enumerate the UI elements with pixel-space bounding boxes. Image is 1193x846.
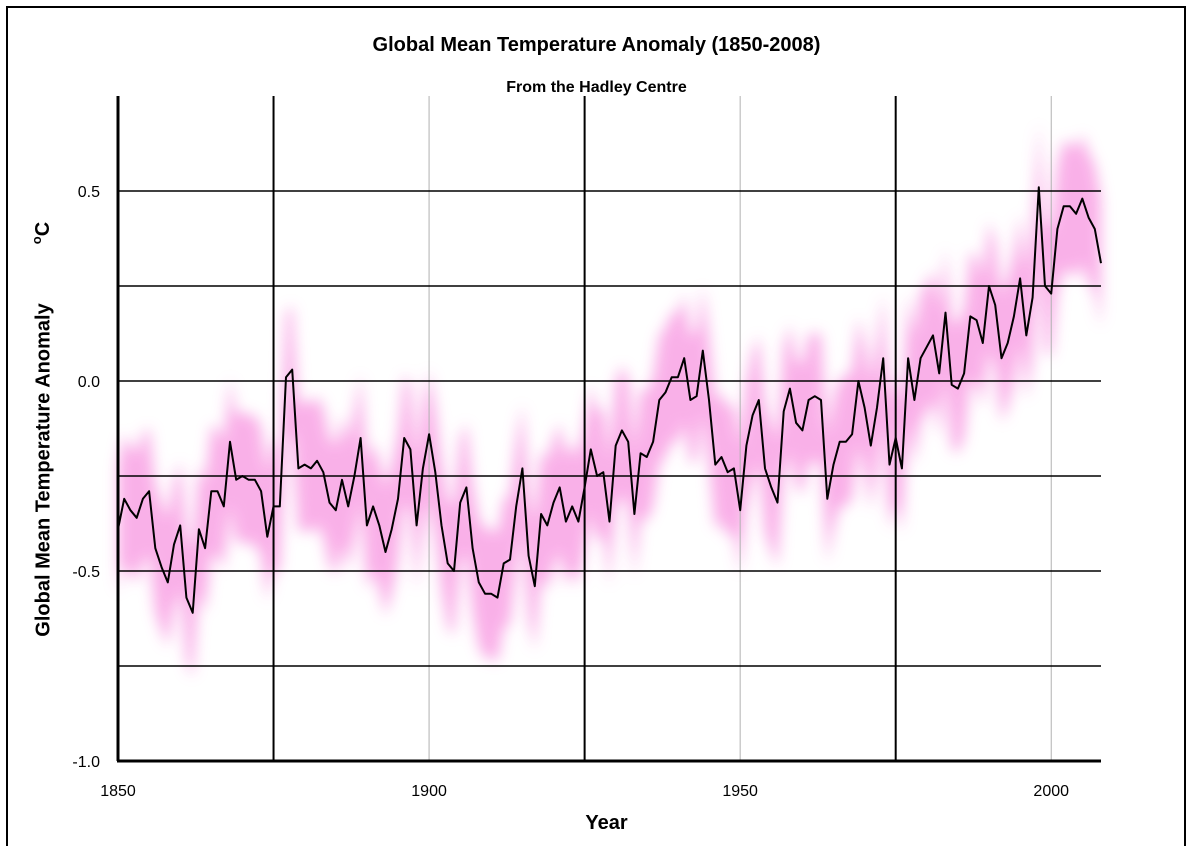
x-tick-label-1850: 1850 [100, 783, 136, 800]
series-line-0 [117, 186, 1102, 614]
chart-subtitle: From the Hadley Centre [506, 79, 687, 96]
y-tick-label--0.5: -0.5 [72, 564, 100, 581]
x-tick-label-1900: 1900 [411, 783, 447, 800]
uncertainty-band-layer [118, 122, 1101, 678]
x-tick-label-1950: 1950 [722, 783, 758, 800]
chart-title: Global Mean Temperature Anomaly (1850-20… [372, 34, 821, 56]
chart-frame [6, 6, 1186, 846]
series-layer [117, 186, 1102, 614]
grid-layer [118, 96, 1101, 761]
tick-label-layer: 1850 1900 1950 2000 -1.0 -0.5 0.0 0.5 [72, 184, 1069, 800]
axis-layer [116, 96, 1101, 763]
y-tick-label-0.0: 0.0 [78, 374, 100, 391]
uncertainty-band [118, 122, 1101, 678]
y-tick-label--1.0: -1.0 [72, 754, 100, 771]
x-axis-label: Year [585, 812, 628, 834]
y-tick-label-0.5: 0.5 [78, 184, 100, 201]
x-tick-label-2000: 2000 [1033, 783, 1069, 800]
